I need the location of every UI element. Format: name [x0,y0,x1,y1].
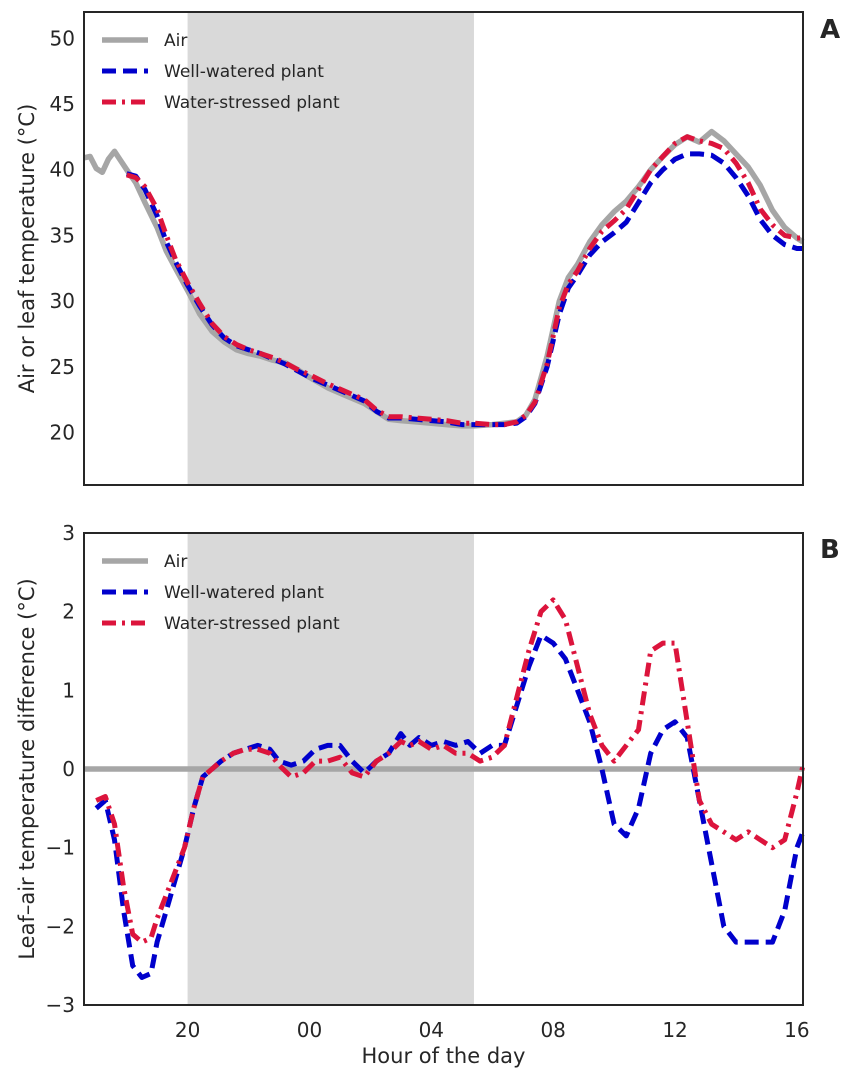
y-tick-label: 30 [50,289,75,313]
x-axis-label: Hour of the day [362,1044,526,1068]
x-tick-label: 08 [540,1018,565,1042]
x-tick-label: 20 [175,1018,200,1042]
y-tick-label: 25 [50,355,75,379]
x-tick-label: 16 [784,1018,809,1042]
y-tick-label: 2 [62,600,75,624]
y-tick-label: 3 [62,521,75,545]
legend: Air Well-watered plant Water-stressed plan… [102,552,340,634]
plot-frame [83,11,804,486]
legend: Air Well-watered plant Water-stressed plan… [102,31,340,113]
panel-a: 20 25 30 35 40 45 50 Air or leaf temperature (°… [15,11,840,486]
panel-letter: A [820,15,840,45]
plot-frame [83,532,804,1006]
legend-label: Water-stressed plant [164,614,340,634]
legend-label: Water-stressed plant [164,93,340,113]
series-line-water-stressed-plant [95,597,806,945]
series-line-well-watered-plant [94,632,806,980]
x-tick-label: 04 [419,1018,444,1042]
y-tick-label: 1 [62,678,75,702]
panel-letter: B [820,535,840,565]
y-axis-label: Leaf–air temperature difference (°C) [15,578,39,959]
legend-label: Well-watered plant [164,583,324,603]
legend-label: Air [164,552,187,572]
y-tick-label: 0 [62,757,75,781]
x-tick-label: 12 [662,1018,687,1042]
y-tick-label: −1 [46,836,75,860]
y-tick-label: 45 [50,92,75,116]
y-axis-label: Air or leaf temperature (°C) [15,104,39,394]
y-tick-label: 20 [50,420,75,444]
y-tick-label: 50 [50,26,75,50]
y-tick-label: −3 [46,993,75,1017]
series-line-water-stressed-plant [125,134,803,428]
y-tick-label: −2 [46,914,75,938]
y-tick-label: 35 [50,223,75,247]
y-tick-label: 40 [50,158,75,182]
legend-label: Air [164,31,187,51]
night-shading [187,12,474,485]
x-tick-label: 00 [297,1018,322,1042]
legend-label: Well-watered plant [164,62,324,82]
